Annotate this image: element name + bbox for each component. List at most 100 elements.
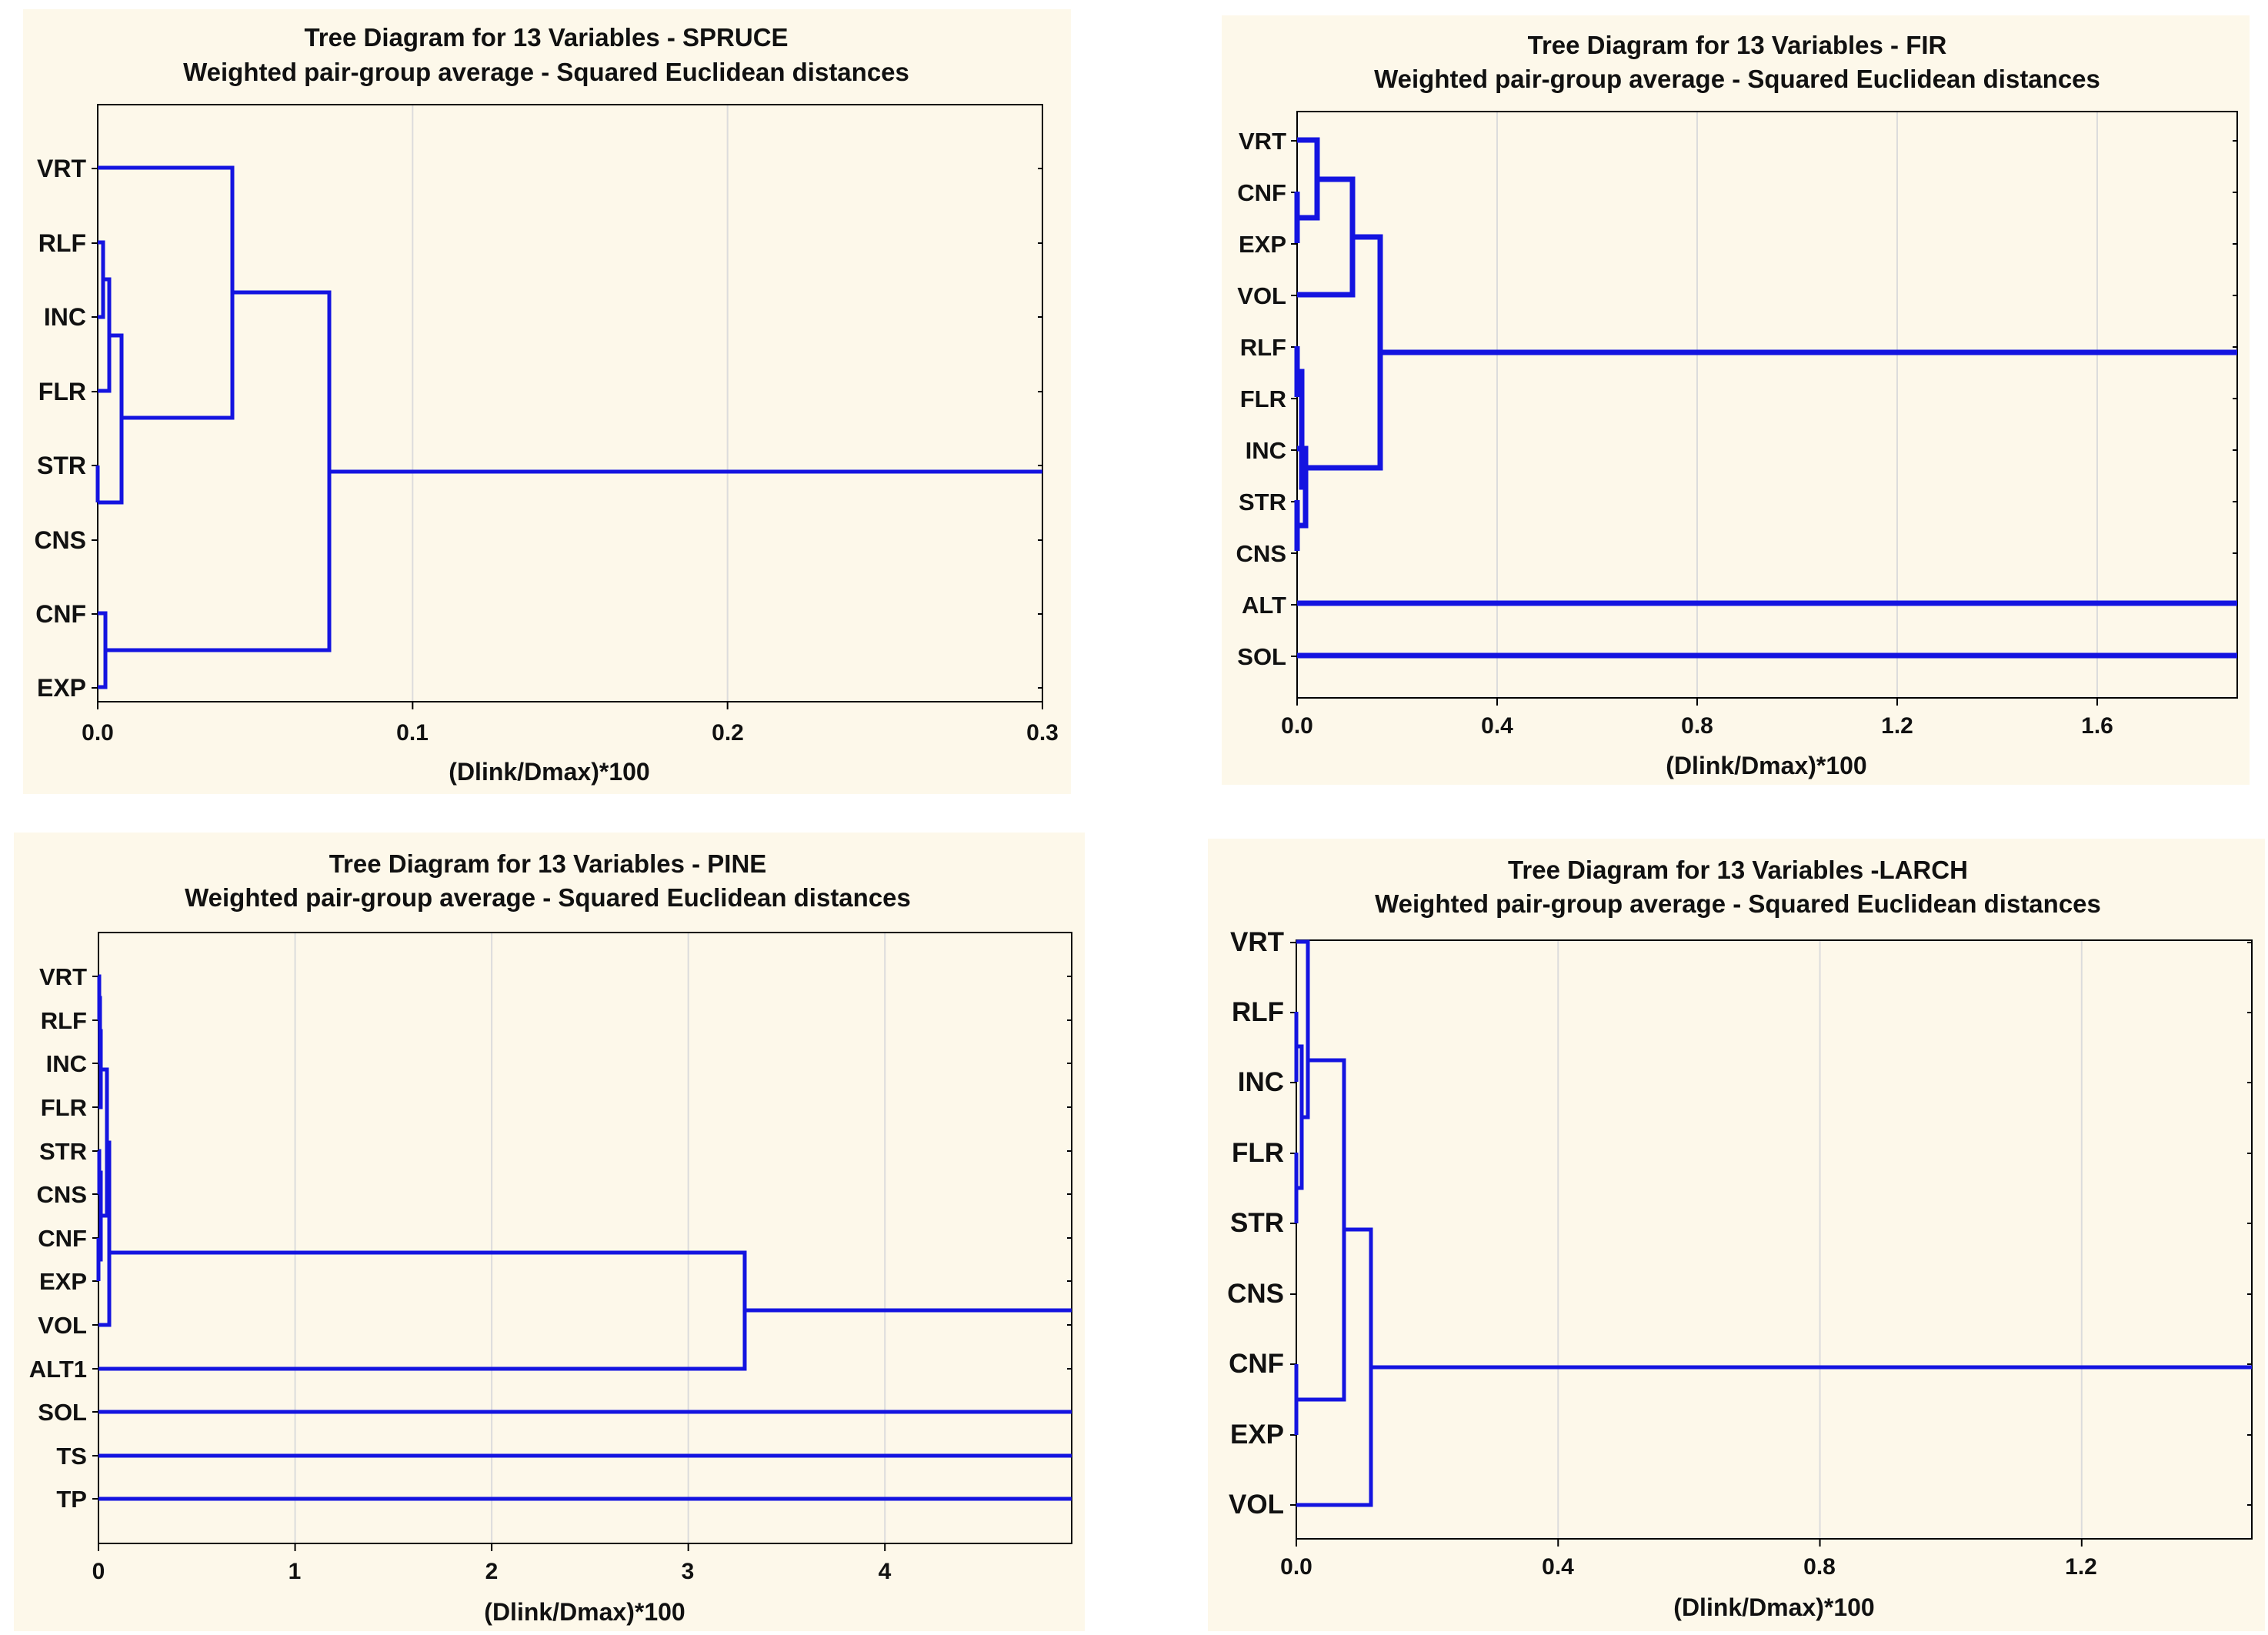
larch-chart: Tree Diagram for 13 Variables -LARCH Wei… bbox=[1227, 856, 2253, 1621]
pine-leaf-flr: FLR bbox=[41, 1094, 87, 1121]
spruce-grid bbox=[412, 105, 729, 702]
pine-branch-vol bbox=[98, 1140, 112, 1327]
larch-leaf-cns: CNS bbox=[1227, 1279, 1284, 1309]
pine-title: Tree Diagram for 13 Variables - PINE bbox=[329, 849, 767, 878]
fir-xtick: 0.0 bbox=[1281, 713, 1313, 739]
fir-branch-rlf-group bbox=[1297, 369, 1306, 490]
larch-leaf-rlf: RLF bbox=[1232, 997, 1284, 1027]
pine-leaf-vrt: VRT bbox=[39, 963, 87, 990]
fir-leaf-alt: ALT bbox=[1242, 592, 1286, 619]
fir-xtick: 0.4 bbox=[1481, 713, 1513, 739]
fir-xtick: 1.2 bbox=[1881, 713, 1913, 739]
larch-ticks bbox=[1290, 942, 2252, 1547]
pine-leaf-vol: VOL bbox=[38, 1312, 87, 1339]
spruce-xtick: 0.0 bbox=[82, 720, 114, 746]
fir-branch-top-join bbox=[1302, 234, 1383, 471]
pine-xtick: 2 bbox=[485, 1559, 499, 1584]
pine-xtick: 4 bbox=[879, 1559, 892, 1584]
spruce-title: Tree Diagram for 13 Variables - SPRUCE bbox=[304, 23, 788, 52]
fir-xtick: 1.6 bbox=[2081, 713, 2113, 739]
larch-subtitle: Weighted pair-group average - Squared Eu… bbox=[1375, 889, 2101, 918]
larch-branch-vrt bbox=[1296, 939, 1310, 1119]
spruce-leaf-vrt: VRT bbox=[37, 155, 86, 182]
fir-leaf-vrt: VRT bbox=[1239, 128, 1286, 155]
larch-plot-frame bbox=[1296, 939, 2253, 1540]
fir-leaf-rlf: RLF bbox=[1240, 334, 1286, 361]
fir-ticks bbox=[1291, 140, 2237, 706]
spruce-leaf-str: STR bbox=[37, 452, 86, 479]
pine-leaf-str: STR bbox=[39, 1138, 87, 1165]
larch-leaf-inc: INC bbox=[1238, 1067, 1284, 1097]
pine-subtitle: Weighted pair-group average - Squared Eu… bbox=[185, 883, 911, 912]
spruce-branch-cnf-exp bbox=[98, 611, 108, 689]
larch-xtick: 1.2 bbox=[2065, 1554, 2097, 1580]
larch-xlabel: (Dlink/Dmax)*100 bbox=[1673, 1593, 1874, 1621]
spruce-leaf-cns: CNS bbox=[34, 526, 86, 554]
larch-leaf-vrt: VRT bbox=[1230, 927, 1284, 957]
larch-leaf-exp: EXP bbox=[1230, 1420, 1284, 1450]
fir-subtitle: Weighted pair-group average - Squared Eu… bbox=[1374, 65, 2100, 93]
spruce-leaf-inc: INC bbox=[44, 303, 86, 331]
fir-leaf-flr: FLR bbox=[1240, 385, 1286, 412]
pine-leaf-cnf: CNF bbox=[38, 1225, 87, 1252]
spruce-leaf-flr: FLR bbox=[38, 378, 86, 405]
pine-leaf-rlf: RLF bbox=[41, 1007, 87, 1034]
larch-title: Tree Diagram for 13 Variables -LARCH bbox=[1508, 856, 1968, 884]
pine-leaf-sol: SOL bbox=[38, 1399, 87, 1426]
spruce-leaf-rlf: RLF bbox=[38, 229, 86, 257]
larch-leaf-vol: VOL bbox=[1229, 1490, 1284, 1520]
fir-xtick: 0.8 bbox=[1681, 713, 1713, 739]
fir-leaf-str: STR bbox=[1239, 489, 1286, 516]
fir-chart: Tree Diagram for 13 Variables - FIR Weig… bbox=[1236, 31, 2238, 779]
fir-leaf-inc: INC bbox=[1246, 437, 1286, 464]
spruce-xtick: 0.2 bbox=[712, 720, 744, 746]
fir-leaf-cnf: CNF bbox=[1237, 179, 1286, 206]
pine-xlabel: (Dlink/Dmax)*100 bbox=[484, 1598, 685, 1626]
fir-leaf-sol: SOL bbox=[1237, 643, 1286, 670]
larch-leaf-cnf: CNF bbox=[1229, 1349, 1284, 1379]
fir-grid bbox=[1496, 112, 2098, 698]
fir-title: Tree Diagram for 13 Variables - FIR bbox=[1528, 31, 1947, 59]
fir-tree bbox=[1294, 137, 2237, 659]
spruce-xlabel: (Dlink/Dmax)*100 bbox=[449, 758, 649, 786]
pine-leaf-exp: EXP bbox=[39, 1268, 87, 1295]
pine-ticks bbox=[92, 976, 1072, 1551]
fir-branch-vrt bbox=[1297, 137, 1320, 221]
fir-leaf-vol: VOL bbox=[1237, 282, 1286, 309]
larch-branch-vol bbox=[1296, 1227, 1373, 1507]
spruce-branch-top-join bbox=[105, 290, 332, 652]
pine-leaf-ts: TS bbox=[56, 1443, 87, 1470]
pine-leaf-inc: INC bbox=[46, 1050, 87, 1077]
pine-xtick: 3 bbox=[682, 1559, 695, 1584]
larch-grid bbox=[1557, 940, 2083, 1539]
larch-xtick: 0.8 bbox=[1803, 1554, 1836, 1580]
spruce-panel bbox=[23, 9, 1071, 794]
pine-leaf-alt1: ALT1 bbox=[29, 1356, 87, 1383]
spruce-tree bbox=[95, 165, 1042, 689]
pine-xtick: 1 bbox=[289, 1559, 302, 1584]
pine-plot-frame bbox=[98, 932, 1072, 1544]
spruce-chart: Tree Diagram for 13 Variables - SPRUCE W… bbox=[34, 23, 1058, 786]
pine-grid bbox=[294, 933, 886, 1543]
spruce-subtitle: Weighted pair-group average - Squared Eu… bbox=[183, 58, 909, 86]
spruce-leaf-exp: EXP bbox=[37, 674, 86, 702]
fir-plot-frame bbox=[1296, 111, 2238, 699]
larch-leaf-str: STR bbox=[1230, 1208, 1284, 1238]
larch-xtick: 0.4 bbox=[1542, 1554, 1574, 1580]
larch-leaf-flr: FLR bbox=[1232, 1138, 1284, 1168]
spruce-xtick: 0.3 bbox=[1026, 720, 1059, 746]
larch-xtick: 0.0 bbox=[1280, 1554, 1312, 1580]
spruce-branch-vrt bbox=[98, 165, 235, 291]
spruce-leaf-cnf: CNF bbox=[35, 600, 86, 628]
fir-branch-vol bbox=[1297, 176, 1356, 298]
pine-xtick: 0 bbox=[92, 1559, 105, 1584]
spruce-plot-frame bbox=[97, 104, 1043, 702]
larch-panel bbox=[1208, 839, 2265, 1631]
larch-tree bbox=[1294, 939, 2252, 1507]
fir-xlabel: (Dlink/Dmax)*100 bbox=[1666, 752, 1866, 779]
pine-branch-alt1 bbox=[98, 1250, 747, 1371]
pine-chart: Tree Diagram for 13 Variables - PINE Wei… bbox=[29, 849, 1072, 1626]
fir-leaf-exp: EXP bbox=[1239, 231, 1286, 258]
spruce-ticks bbox=[92, 168, 1043, 709]
